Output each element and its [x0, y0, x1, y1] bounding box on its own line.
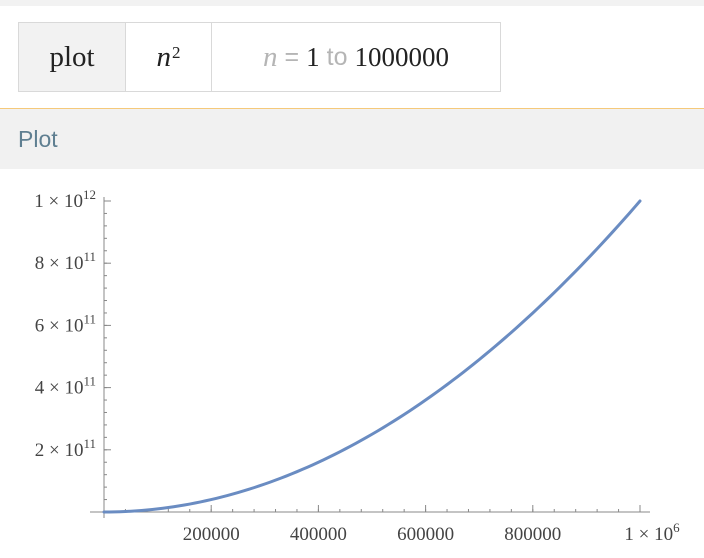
range-to-word: to: [326, 42, 348, 71]
x-tick-label: 600000: [397, 524, 454, 545]
x-tick-label: 200000: [183, 524, 240, 545]
y-tick-label: 8 × 1011: [35, 249, 96, 274]
x-axis-ticks: 200000 400000 600000 800000 1 × 106: [183, 505, 680, 545]
series-line: [102, 199, 642, 514]
expression-variable: n: [156, 40, 172, 73]
x-tick-label: 1 × 106: [624, 520, 680, 545]
function-cell[interactable]: plot: [19, 23, 126, 91]
pod-title: Plot: [18, 126, 58, 152]
y-tick-label: 6 × 1011: [35, 311, 96, 336]
range-to: 1000000: [354, 41, 449, 72]
expression-exponent: 2: [172, 43, 181, 62]
x-tick-label: 400000: [290, 524, 347, 545]
range-equals: =: [284, 42, 300, 71]
chart-axes: [90, 197, 650, 518]
y-tick-label: 2 × 1011: [35, 436, 96, 461]
range-from: 1: [306, 41, 320, 72]
y-axis-ticks: 2 × 1011 4 × 1011 6 × 1011 8 × 1011 1 × 1012: [34, 187, 111, 461]
plot-chart[interactable]: 2 × 1011 4 × 1011 6 × 1011 8 × 1011 1 × 1012…: [0, 175, 704, 558]
function-label: plot: [49, 40, 95, 73]
pod-divider: [0, 108, 704, 109]
x-tick-label: 800000: [504, 524, 561, 545]
top-strip: [0, 0, 704, 6]
range-cell[interactable]: n = 1 to 1000000: [212, 23, 500, 91]
y-tick-label: 4 × 1011: [35, 374, 96, 399]
y-tick-label: 1 × 1012: [34, 187, 96, 212]
range-variable: n: [263, 40, 278, 73]
pod-header: [0, 109, 704, 169]
